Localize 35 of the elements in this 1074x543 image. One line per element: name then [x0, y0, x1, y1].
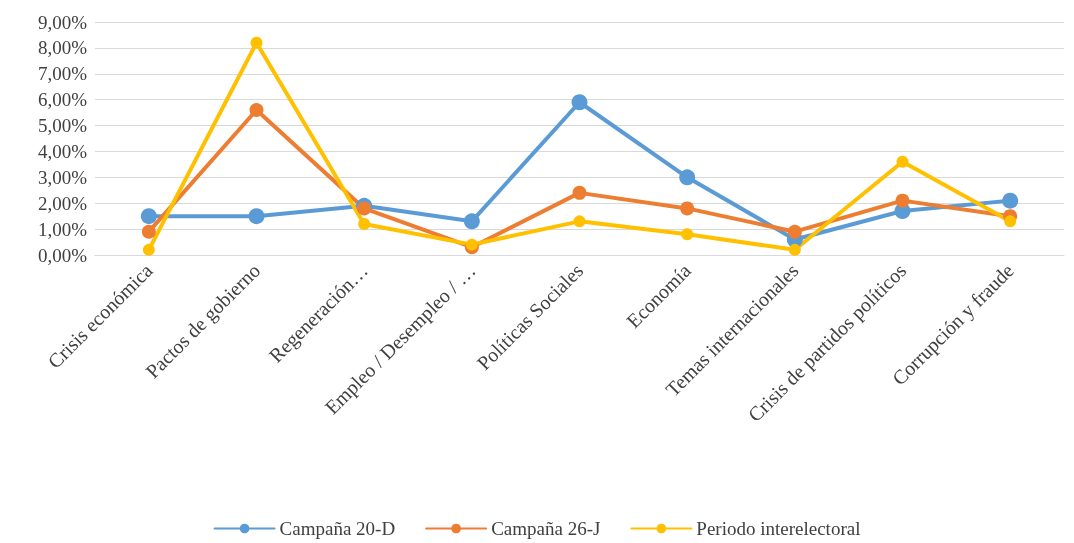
legend-label: Campaña 26-J	[491, 518, 601, 539]
point	[465, 238, 478, 251]
point	[573, 215, 586, 228]
point	[1004, 215, 1017, 228]
point	[895, 193, 910, 208]
y-tick-label: 7,00%	[37, 63, 88, 85]
point	[679, 169, 696, 186]
point	[248, 208, 265, 225]
point	[357, 201, 372, 216]
point	[142, 243, 155, 256]
point	[787, 224, 802, 239]
point	[572, 185, 587, 200]
y-tick-label: 0,00%	[37, 244, 88, 266]
legend-label: Periodo interelectoral	[696, 518, 861, 539]
point	[141, 224, 156, 239]
y-tick-label: 6,00%	[37, 89, 88, 111]
point	[896, 155, 909, 168]
point	[788, 243, 801, 256]
point	[463, 213, 480, 230]
y-tick-label: 4,00%	[37, 140, 88, 162]
legend-label: Campaña 20-D	[279, 518, 396, 539]
point	[140, 208, 157, 225]
point	[681, 228, 694, 241]
point	[680, 201, 695, 216]
y-tick-label: 1,00%	[37, 218, 88, 240]
point	[571, 94, 588, 111]
y-tick-label: 2,00%	[37, 192, 88, 214]
point	[358, 217, 371, 230]
y-tick-label: 3,00%	[37, 166, 88, 188]
point	[249, 103, 264, 118]
y-tick-label: 8,00%	[37, 37, 88, 59]
y-tick-label: 5,00%	[37, 115, 88, 137]
y-tick-label: 9,00%	[37, 11, 88, 33]
point	[250, 36, 263, 49]
point	[1002, 192, 1019, 209]
